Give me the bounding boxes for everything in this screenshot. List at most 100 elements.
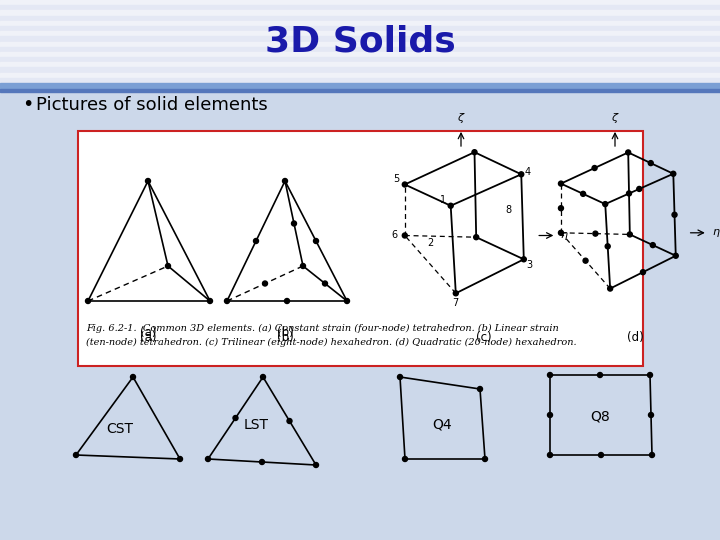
Bar [0, 83, 720, 89]
Circle shape [474, 235, 479, 240]
Text: 3: 3 [527, 260, 533, 271]
Text: (b): (b) [276, 326, 293, 339]
Text: LST: LST [243, 418, 269, 432]
Circle shape [323, 281, 328, 286]
Circle shape [592, 166, 597, 171]
Text: (ten-node) tetrahedron. (c) Trilinear (eight-node) hexahedron. (d) Quadratic (20: (ten-node) tetrahedron. (c) Trilinear (e… [86, 338, 577, 347]
Circle shape [261, 375, 266, 380]
Text: (a): (a) [140, 326, 156, 339]
Circle shape [253, 239, 258, 244]
Circle shape [166, 264, 171, 268]
Circle shape [287, 418, 292, 423]
Bar [0, 92, 720, 540]
Circle shape [559, 230, 564, 235]
Bar [0, 0, 720, 5]
Circle shape [671, 171, 676, 176]
Circle shape [205, 456, 210, 462]
Text: 3D Solids: 3D Solids [265, 24, 455, 58]
Circle shape [454, 291, 459, 296]
Text: $\eta$: $\eta$ [560, 230, 569, 241]
Circle shape [583, 258, 588, 263]
Circle shape [649, 413, 654, 417]
Text: (d): (d) [626, 331, 644, 344]
Bar [0, 31, 720, 36]
Bar [0, 62, 720, 68]
Circle shape [292, 221, 297, 226]
Circle shape [344, 299, 349, 303]
Bar [0, 57, 720, 62]
Circle shape [650, 242, 655, 248]
Circle shape [580, 191, 585, 197]
Circle shape [636, 186, 642, 192]
Text: 1: 1 [440, 195, 446, 205]
Circle shape [233, 415, 238, 421]
Circle shape [145, 179, 150, 184]
Text: 6: 6 [392, 231, 398, 240]
Circle shape [448, 203, 453, 208]
Text: $\eta$: $\eta$ [711, 227, 720, 239]
Circle shape [606, 244, 611, 249]
Text: Q8: Q8 [590, 410, 610, 424]
Circle shape [598, 453, 603, 457]
Circle shape [402, 182, 408, 187]
Text: 5: 5 [394, 174, 400, 185]
Circle shape [130, 375, 135, 380]
Circle shape [313, 239, 318, 244]
Circle shape [547, 373, 552, 377]
Text: Pictures of solid elements: Pictures of solid elements [36, 96, 268, 114]
Circle shape [647, 373, 652, 377]
Bar [0, 68, 720, 72]
Text: 2: 2 [428, 238, 434, 248]
Circle shape [259, 460, 264, 464]
Bar [0, 10, 720, 16]
Circle shape [547, 413, 552, 417]
Circle shape [641, 269, 645, 275]
Bar [0, 36, 720, 42]
Bar [0, 89, 720, 92]
Circle shape [521, 257, 526, 262]
Circle shape [402, 456, 408, 462]
Text: (b): (b) [276, 331, 293, 344]
Text: $\zeta$: $\zeta$ [456, 111, 465, 125]
Text: Fig. 6.2-1.  Common 3D elements. (a) Constant strain (four-node) tetrahedron. (b: Fig. 6.2-1. Common 3D elements. (a) Cons… [86, 324, 559, 333]
Circle shape [86, 299, 91, 303]
Circle shape [603, 201, 608, 207]
Bar [0, 78, 720, 83]
Bar [78, 131, 643, 366]
Circle shape [626, 150, 631, 155]
Circle shape [73, 453, 78, 457]
Text: CST: CST [107, 422, 133, 436]
Circle shape [282, 179, 287, 184]
Circle shape [477, 387, 482, 392]
Text: (c): (c) [476, 331, 492, 344]
Circle shape [649, 453, 654, 457]
Text: (a): (a) [140, 331, 156, 344]
Bar [0, 5, 720, 10]
Circle shape [648, 160, 653, 166]
Circle shape [627, 232, 632, 237]
Circle shape [284, 299, 289, 303]
Circle shape [559, 181, 564, 186]
Circle shape [178, 456, 182, 462]
Circle shape [547, 453, 552, 457]
Bar [0, 16, 720, 21]
Circle shape [225, 299, 230, 303]
Text: Q4: Q4 [432, 418, 452, 432]
Circle shape [472, 150, 477, 154]
Circle shape [263, 281, 268, 286]
Circle shape [482, 456, 487, 462]
Circle shape [518, 172, 523, 177]
Text: 8: 8 [505, 205, 511, 215]
Bar [0, 21, 720, 26]
Bar [0, 26, 720, 31]
Bar [0, 46, 720, 52]
Bar [0, 72, 720, 78]
Text: $\zeta$: $\zeta$ [611, 111, 619, 125]
Circle shape [313, 462, 318, 468]
Bar [0, 42, 720, 46]
Circle shape [397, 375, 402, 380]
Circle shape [672, 212, 677, 217]
Circle shape [593, 231, 598, 236]
Circle shape [673, 253, 678, 258]
Circle shape [207, 299, 212, 303]
